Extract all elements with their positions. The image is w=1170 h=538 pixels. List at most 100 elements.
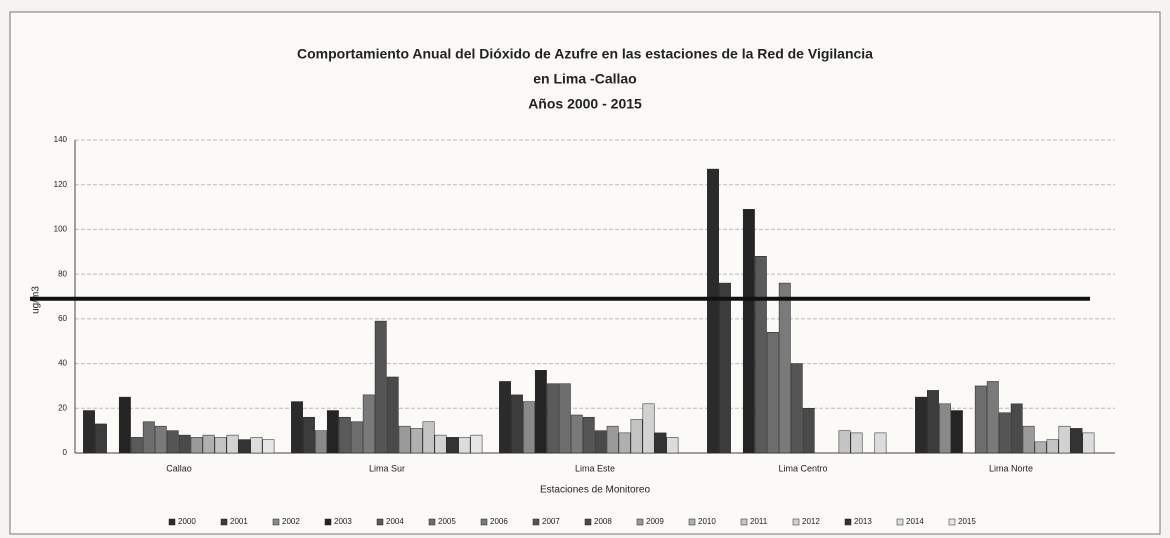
legend-label: 2000 <box>178 517 196 526</box>
bar <box>226 434 239 454</box>
bar <box>838 430 851 454</box>
legend-swatch <box>844 518 852 526</box>
bar <box>1046 439 1059 454</box>
bar <box>499 381 511 454</box>
bar <box>326 410 339 454</box>
bar <box>511 394 523 454</box>
legend-swatch <box>688 518 696 526</box>
bar <box>719 282 731 454</box>
legend-swatch <box>636 518 644 526</box>
bar <box>1034 441 1047 454</box>
bar <box>1010 403 1023 454</box>
bar <box>95 423 107 454</box>
bar <box>374 320 387 454</box>
bar <box>570 414 583 454</box>
bar <box>338 416 351 454</box>
legend-swatch <box>168 518 176 526</box>
bar <box>915 396 927 454</box>
bar <box>250 437 263 454</box>
bar <box>707 168 719 454</box>
legend-swatch <box>948 518 956 526</box>
bar <box>362 394 375 454</box>
legend-label: 2014 <box>906 517 924 526</box>
bar <box>262 439 275 454</box>
legend-label: 2010 <box>698 517 716 526</box>
bar <box>422 421 435 454</box>
bar <box>950 410 963 454</box>
x-axis-label: Estaciones de Monitoreo <box>540 485 651 496</box>
bar <box>594 430 607 454</box>
y-tick-label: 0 <box>63 448 68 457</box>
bar <box>446 437 459 454</box>
bar <box>214 437 227 454</box>
bar <box>130 437 143 454</box>
legend-label: 2012 <box>802 517 820 526</box>
bar <box>1022 425 1035 454</box>
bar <box>546 383 559 454</box>
bar <box>766 332 779 454</box>
legend-swatch <box>324 518 332 526</box>
bar <box>850 432 863 454</box>
bar <box>398 425 411 454</box>
y-tick-label: 40 <box>58 359 67 368</box>
bar <box>998 412 1011 454</box>
legend-label: 2006 <box>490 517 508 526</box>
bar <box>238 439 251 454</box>
legend-label: 2007 <box>542 517 560 526</box>
bar <box>142 421 155 454</box>
bar <box>291 401 303 454</box>
y-tick-label: 20 <box>58 403 67 412</box>
y-tick-label: 60 <box>58 314 67 323</box>
bar <box>1070 428 1083 454</box>
legend-label: 2011 <box>750 517 768 526</box>
bar <box>938 403 951 454</box>
bar <box>558 383 571 454</box>
bar <box>642 403 655 454</box>
legend-swatch <box>220 518 228 526</box>
bar <box>874 432 887 454</box>
legend-label: 2005 <box>438 517 456 526</box>
bar <box>754 256 767 454</box>
bar <box>314 430 327 454</box>
bar <box>534 370 547 454</box>
bar <box>303 416 315 454</box>
chart-frame <box>9 11 1161 535</box>
bar <box>202 434 215 454</box>
bar <box>742 209 755 454</box>
legend-swatch <box>584 518 592 526</box>
legend-swatch <box>480 518 488 526</box>
bar <box>654 432 667 454</box>
legend-swatch <box>896 518 904 526</box>
bar <box>470 434 483 454</box>
legend-label: 2015 <box>958 517 976 526</box>
bar <box>178 434 191 454</box>
legend-label: 2008 <box>594 517 612 526</box>
legend-label: 2003 <box>334 517 352 526</box>
legend-swatch <box>740 518 748 526</box>
bar <box>350 421 363 454</box>
bar <box>1082 432 1095 454</box>
x-tick-label: Lima Norte <box>989 463 1033 473</box>
legend-label: 2009 <box>646 517 664 526</box>
bar <box>434 434 447 454</box>
bar <box>1058 425 1071 454</box>
bar <box>778 282 791 454</box>
x-tick-label: Lima Sur <box>369 463 405 473</box>
legend-label: 2002 <box>282 517 300 526</box>
legend-swatch <box>428 518 436 526</box>
bar <box>166 430 179 454</box>
bar <box>974 385 987 454</box>
bar <box>458 437 471 454</box>
chart-title: en Lima -Callao <box>533 71 636 87</box>
x-tick-label: Lima Este <box>575 463 615 473</box>
legend-swatch <box>532 518 540 526</box>
bar <box>630 419 643 454</box>
legend-label: 2004 <box>386 517 404 526</box>
x-tick-label: Callao <box>166 463 192 473</box>
bar <box>386 376 399 454</box>
chart-title: Comportamiento Anual del Dióxido de Azuf… <box>297 46 873 62</box>
legend-swatch <box>376 518 384 526</box>
bar <box>118 396 131 454</box>
